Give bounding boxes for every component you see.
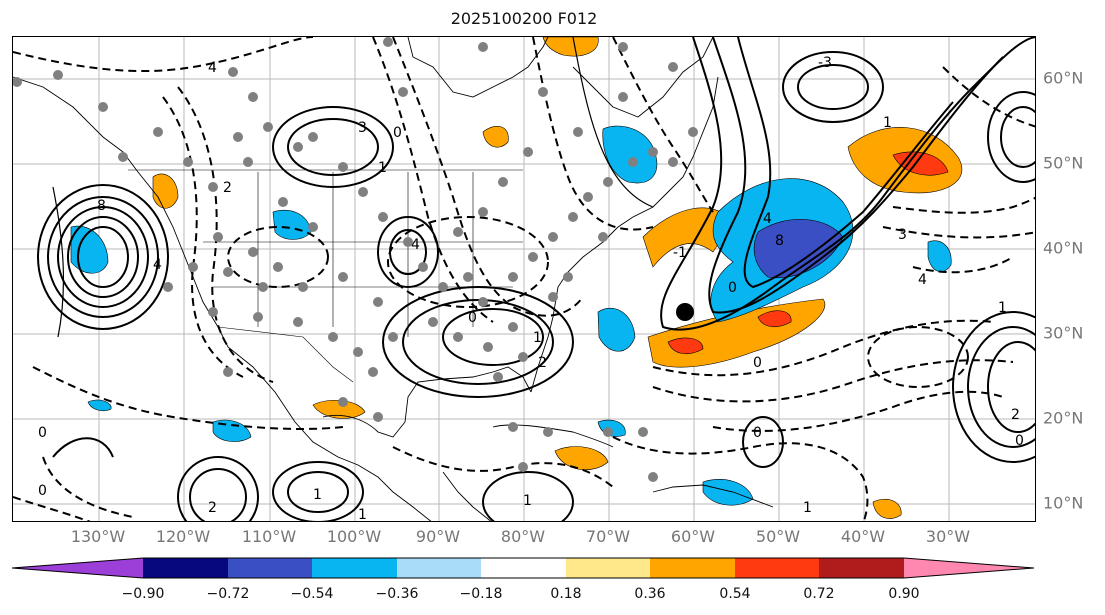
shade-cool-mexico <box>212 419 252 442</box>
station-markers <box>13 37 698 482</box>
shade-warm-hudson <box>542 37 599 57</box>
colorbar-tick-label: 0.72 <box>803 586 835 602</box>
shade-warm-tropical-atlantic <box>872 498 902 519</box>
contour-label: 1 <box>523 493 532 509</box>
colorbar-segment <box>312 558 397 578</box>
shade-red-subtropics <box>667 337 704 355</box>
colorbar-low-extension <box>12 558 143 578</box>
contour-label: 2 <box>538 355 547 371</box>
contour-label: 0 <box>38 425 47 441</box>
shade-cool-off-carolina <box>597 307 636 352</box>
lon-label: 120°W <box>155 527 211 546</box>
contour-label: 4 <box>411 237 420 253</box>
map-title: 2025100200 F012 <box>450 9 598 28</box>
colorbar-segment <box>228 558 312 578</box>
contour-label-group: 8 4 3 1 4 0 1 2 4 8 -1 -3 0 2 0 1 1 4 3 … <box>38 55 1024 522</box>
contour-label: 0 <box>753 355 762 371</box>
lat-label: 60°N <box>1043 68 1084 88</box>
contour-label: 3 <box>358 120 367 136</box>
lon-label: 30°W <box>925 527 971 546</box>
lon-label: 70°W <box>585 527 631 546</box>
lat-label: 40°N <box>1043 238 1084 258</box>
contour-label: 2 <box>223 180 232 196</box>
contour-label: 1 <box>803 500 812 516</box>
contours-positive <box>37 37 1035 521</box>
shade-warm-caribbean <box>554 446 609 470</box>
shade-warm-pacific <box>152 173 179 209</box>
contour-label: 1 <box>883 115 892 131</box>
lon-label: 130°W <box>70 527 126 546</box>
lon-label: 110°W <box>241 527 297 546</box>
contour-label: 4 <box>763 211 772 227</box>
contour-label: 2 <box>208 500 217 516</box>
colorbar-tick-label: 0.54 <box>719 586 751 602</box>
contour-label: 0 <box>1015 433 1024 449</box>
colorbar-tick-label: −0.90 <box>121 586 165 602</box>
contour-label: 8 <box>97 198 106 214</box>
forecast-map: 8 4 3 1 4 0 1 2 4 8 -1 -3 0 2 0 1 1 4 3 … <box>13 37 1035 522</box>
lon-label: 80°W <box>500 527 546 546</box>
contour-label: 0 <box>753 425 762 441</box>
contour-label: 1 <box>358 507 367 522</box>
colorbar-tick-label: 0.36 <box>634 586 666 602</box>
contour-label: 0 <box>468 310 477 326</box>
colorbar-segment <box>566 558 650 578</box>
colorbar-tick-label: 0.18 <box>550 586 582 602</box>
colorbar-tick-label: 0.90 <box>888 586 920 602</box>
shade-cool-central-pacific <box>87 399 112 412</box>
lat-label: 20°N <box>1043 408 1084 428</box>
contour-label: 1 <box>313 487 322 503</box>
contour-label: -3 <box>818 55 832 71</box>
contour-label: 1 <box>998 300 1007 316</box>
colorbar-segment <box>481 558 566 578</box>
contour-label: 3 <box>898 227 907 243</box>
shade-cool-east-atlantic <box>927 240 952 272</box>
contour-label: 0 <box>393 125 402 141</box>
contour-label: 1 <box>378 160 387 176</box>
contour-label: 1 <box>533 330 542 346</box>
lon-label: 50°W <box>755 527 801 546</box>
colorbar-segment <box>735 558 819 578</box>
colorbar-segment <box>650 558 735 578</box>
lon-label: 60°W <box>670 527 716 546</box>
shade-warm-gulf-of-mexico <box>312 399 366 419</box>
lat-label: 50°N <box>1043 153 1084 173</box>
colorbar-segment <box>397 558 481 578</box>
shade-cool-rockies <box>272 209 312 240</box>
contour-label: 4 <box>918 272 927 288</box>
lon-label: 90°W <box>415 527 461 546</box>
colorbar-segment <box>143 558 228 578</box>
colorbar-outline <box>11 557 1035 579</box>
lat-label: 30°N <box>1043 323 1084 343</box>
lat-label: 10°N <box>1043 493 1084 513</box>
shade-dark-blue-atlantic <box>753 218 844 279</box>
shade-cool-caribbean <box>702 479 754 506</box>
storm-center-marker <box>676 303 694 321</box>
contour-label: 4 <box>153 257 162 273</box>
shade-warm-canada <box>482 125 509 148</box>
shaded-anomalies <box>70 37 963 519</box>
map-panel[interactable]: 8 4 3 1 4 0 1 2 4 8 -1 -3 0 2 0 1 1 4 3 … <box>12 36 1036 522</box>
shade-cool-canada <box>602 125 658 184</box>
colorbar-segment <box>819 558 904 578</box>
contours-zero <box>52 37 654 338</box>
shade-red-subtropics-2 <box>757 310 792 327</box>
lon-label: 100°W <box>326 527 382 546</box>
contour-label: -1 <box>673 245 687 261</box>
colorbar-high-extension <box>904 558 1034 578</box>
colorbar-tick-label: −0.18 <box>459 586 503 602</box>
contour-label: 2 <box>1011 407 1020 423</box>
colorbar-tick-label: −0.36 <box>375 586 419 602</box>
colorbar-tick-label: −0.72 <box>206 586 250 602</box>
lat-lon-grid <box>13 37 1035 521</box>
colorbar-tick-label: −0.54 <box>290 586 334 602</box>
contour-label: 0 <box>38 483 47 499</box>
coastlines <box>13 37 774 521</box>
contour-label: 4 <box>208 60 217 76</box>
colorbar <box>11 557 1035 579</box>
shade-cool-pacific <box>70 225 109 274</box>
contour-label: 0 <box>728 280 737 296</box>
lon-label: 40°W <box>840 527 886 546</box>
contour-label: 8 <box>775 233 784 249</box>
